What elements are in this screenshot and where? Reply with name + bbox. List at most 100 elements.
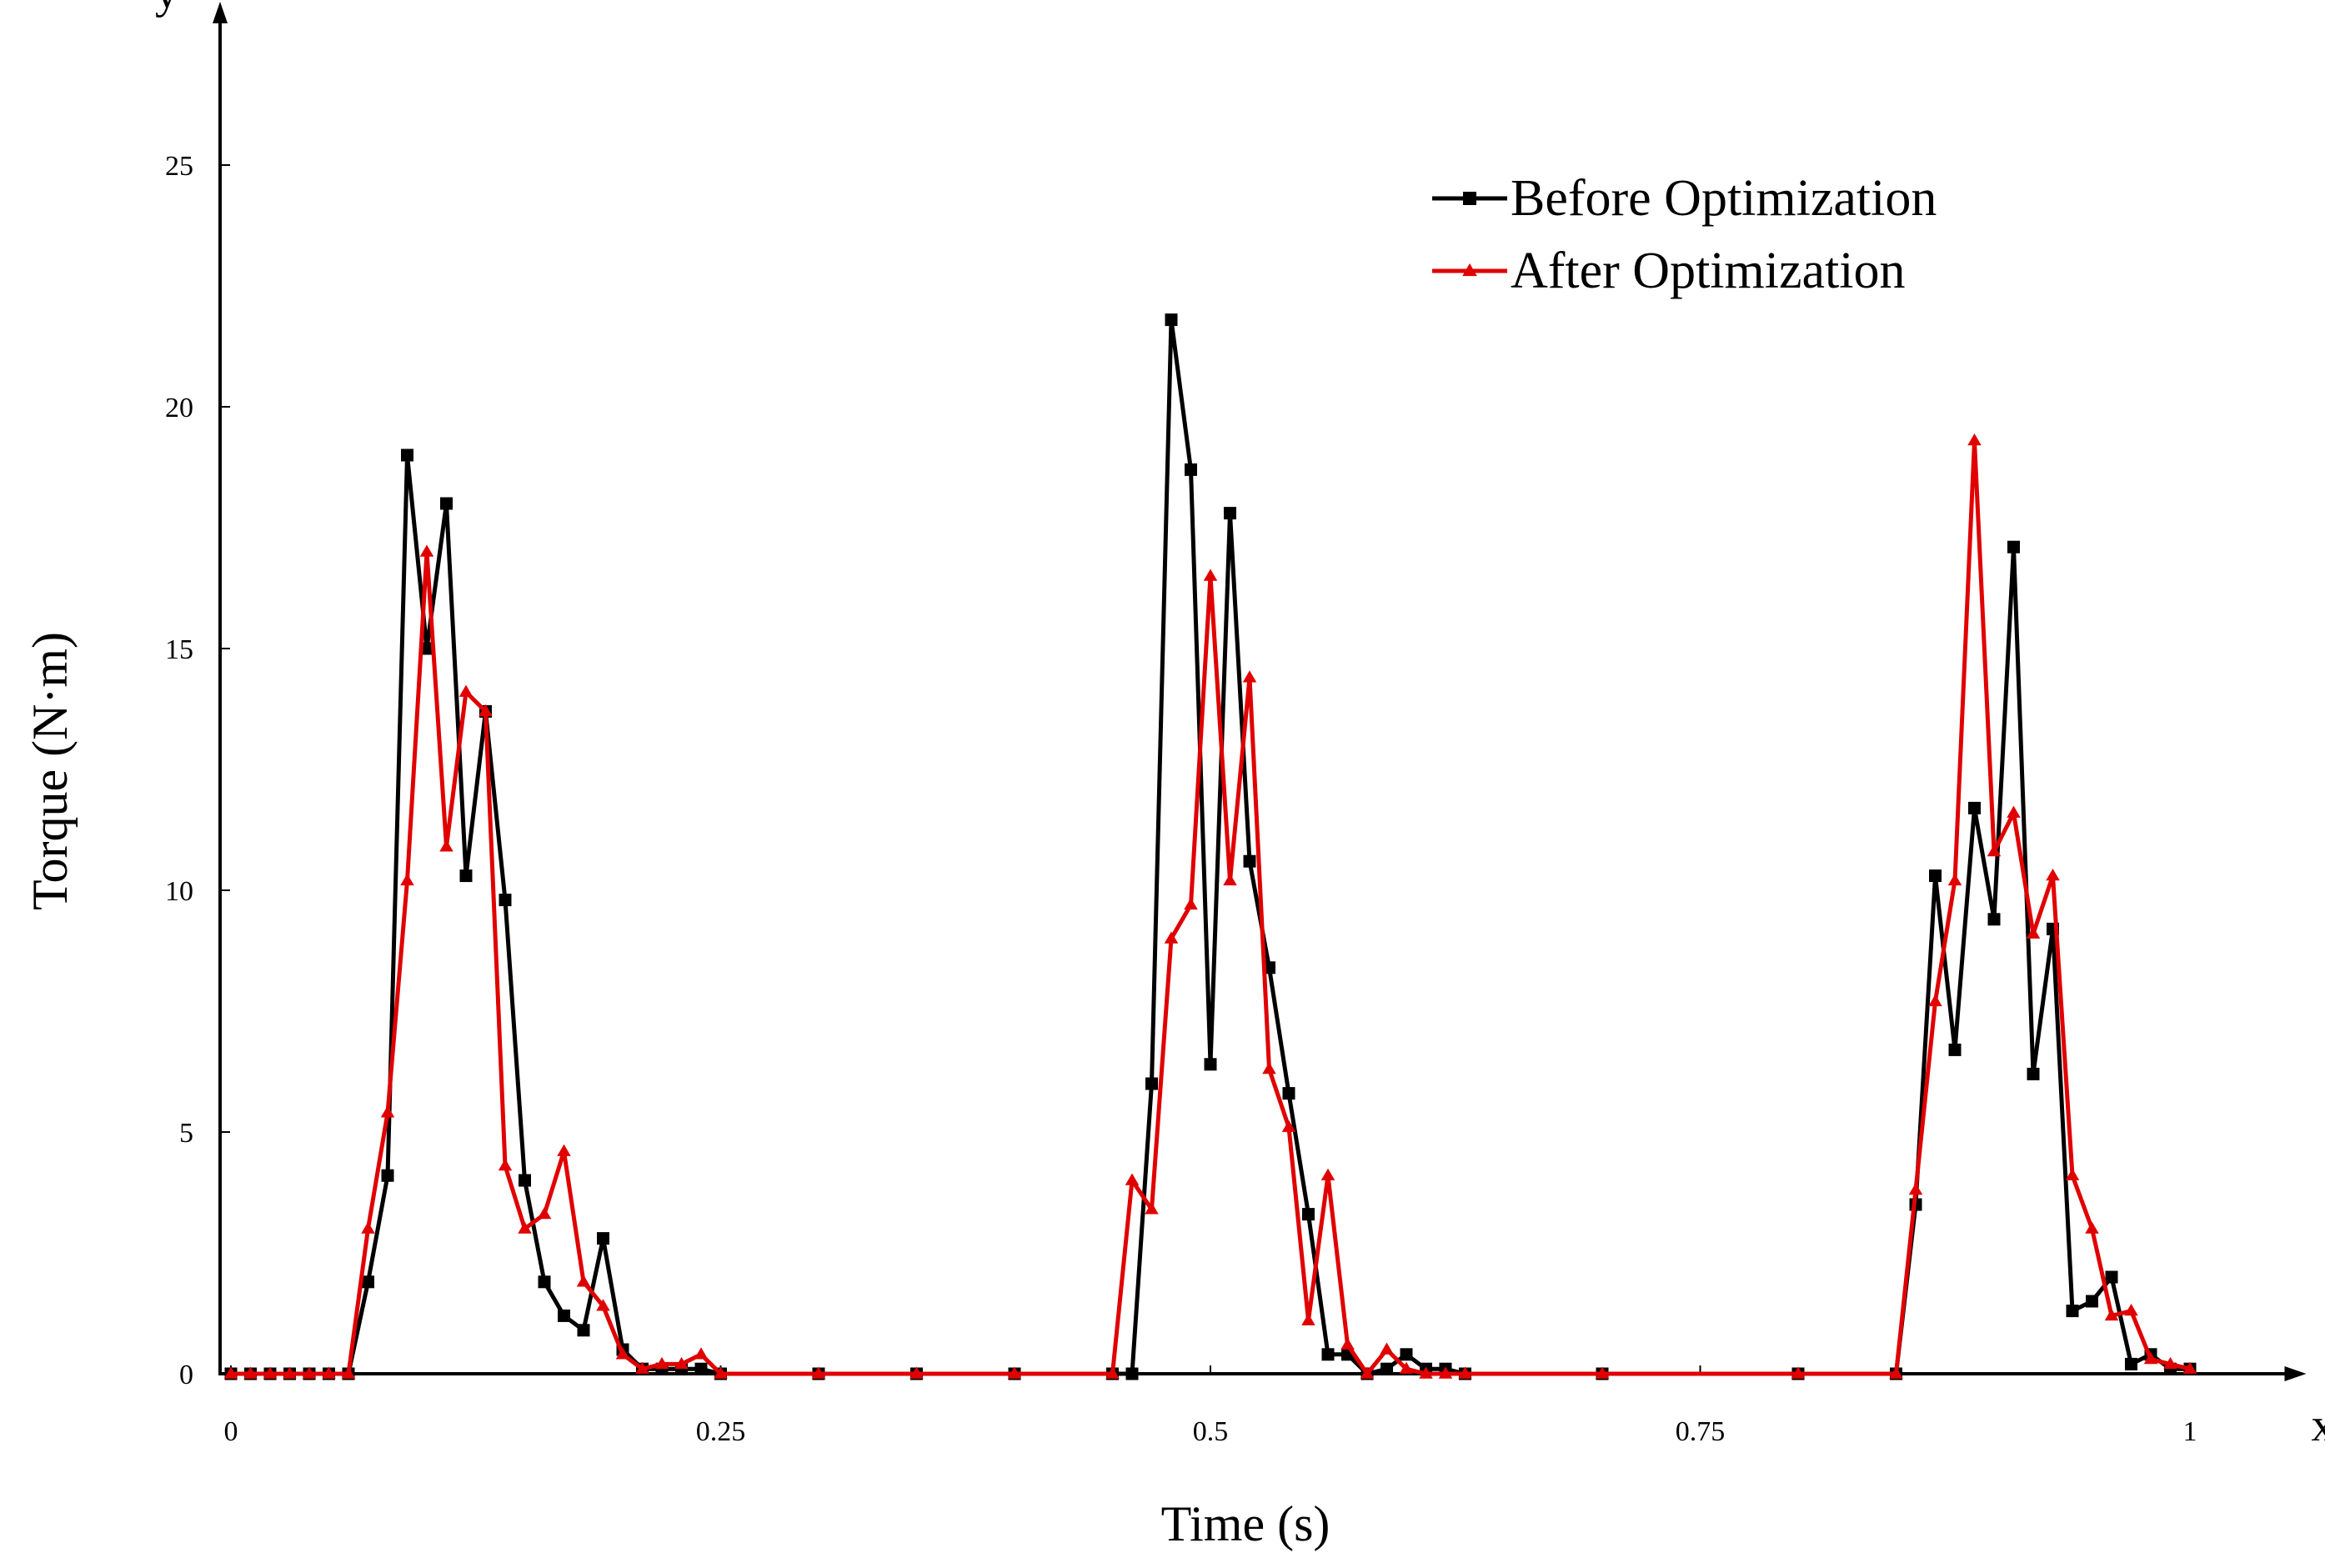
x-axis-letter: x — [2312, 1400, 2325, 1451]
data-point — [1947, 873, 1962, 886]
data-point — [1224, 507, 1236, 520]
data-point — [597, 1232, 609, 1245]
legend-item-before-optimization: Before Optimization — [1432, 170, 1937, 227]
data-point — [635, 1361, 649, 1374]
data-point — [576, 1275, 591, 1287]
data-point — [498, 1159, 513, 1171]
data-point — [1242, 670, 1257, 683]
data-point — [440, 497, 453, 510]
y-ticks: 0 5 10 15 20 25 — [165, 151, 230, 1390]
data-point — [1987, 844, 2002, 857]
y-tick-label: 10 — [165, 876, 193, 907]
data-point — [2105, 1270, 2118, 1284]
data-point — [1929, 869, 1942, 883]
data-point — [2027, 1067, 2040, 1080]
data-point — [1164, 931, 1179, 944]
data-point — [558, 1309, 570, 1322]
data-point — [381, 1169, 394, 1182]
data-point — [714, 1366, 728, 1379]
data-point — [2143, 1352, 2158, 1365]
data-point — [557, 1144, 571, 1156]
y-tick-label: 25 — [165, 151, 193, 182]
legend-item-after-optimization: After Optimization — [1432, 243, 1905, 299]
data-point — [518, 1221, 532, 1234]
data-point — [1184, 897, 1198, 910]
y-axis-title: Torque (N·m) — [23, 632, 78, 910]
data-point — [479, 704, 493, 717]
legend-label-after: After Optimization — [1511, 243, 1905, 299]
data-point — [2125, 1357, 2137, 1370]
data-point — [341, 1366, 356, 1379]
data-point — [419, 544, 434, 557]
x-axis-title: Time (s) — [1161, 1496, 1330, 1551]
data-point — [243, 1366, 258, 1379]
data-point — [263, 1366, 278, 1379]
data-point — [1302, 1208, 1315, 1221]
data-point — [1281, 1120, 1296, 1132]
legend-marker-after — [1462, 263, 1477, 277]
data-point — [283, 1366, 297, 1379]
y-axis-arrow — [213, 2, 228, 23]
data-point — [1243, 854, 1256, 868]
data-point — [401, 448, 413, 462]
data-point — [909, 1366, 924, 1379]
data-point — [2066, 1305, 2079, 1318]
data-point — [2065, 1168, 2080, 1180]
data-point — [2046, 869, 2060, 881]
data-point — [400, 873, 414, 886]
data-point — [2026, 926, 2041, 939]
data-point — [694, 1362, 708, 1375]
y-tick-label: 15 — [165, 634, 193, 665]
data-point — [2182, 1361, 2197, 1374]
data-point — [2007, 805, 2021, 818]
y-tick-label: 20 — [165, 393, 193, 423]
data-point — [1282, 1087, 1295, 1100]
legend-marker-shape — [1462, 263, 1477, 277]
axes: x y — [155, 0, 2325, 1451]
data-point — [1400, 1348, 1413, 1361]
data-point — [1908, 1183, 1923, 1195]
data-point — [674, 1356, 689, 1370]
y-tick-label: 0 — [179, 1360, 193, 1390]
data-point — [1204, 1058, 1217, 1071]
data-point — [1203, 569, 1218, 581]
data-point — [577, 1324, 590, 1337]
series-after-optimization — [223, 433, 2197, 1379]
data-point — [1380, 1362, 1393, 1375]
data-point — [420, 642, 433, 655]
data-point — [2104, 1308, 2119, 1321]
data-point — [596, 1299, 610, 1311]
data-point — [1165, 313, 1178, 327]
data-point — [362, 1275, 374, 1289]
data-point — [654, 1356, 669, 1370]
data-point — [1595, 1366, 1610, 1379]
x-tick-label: 0.5 — [1193, 1416, 1229, 1447]
legend: Before Optimization After Optimization — [1432, 170, 1937, 299]
x-tick-label: 1 — [2183, 1416, 2197, 1447]
series-line — [231, 318, 2190, 1376]
data-point — [380, 1105, 395, 1118]
data-point — [1262, 1062, 1276, 1075]
data-point — [1360, 1366, 1375, 1379]
series-line — [231, 438, 2191, 1376]
y-axis-letter: y — [155, 0, 178, 18]
series-layer — [223, 313, 2197, 1380]
data-point — [459, 869, 473, 883]
data-point — [1145, 1202, 1159, 1215]
data-point — [361, 1221, 375, 1234]
data-point — [1458, 1366, 1472, 1379]
data-point — [1968, 801, 1981, 814]
data-point — [1791, 1366, 1806, 1379]
x-tick-label: 0.75 — [1676, 1416, 1726, 1447]
data-point — [694, 1347, 709, 1360]
data-point — [1948, 1043, 1962, 1056]
x-axis-arrow — [2284, 1366, 2307, 1381]
data-point — [223, 1366, 238, 1379]
data-point — [1340, 1337, 1355, 1350]
legend-label-before: Before Optimization — [1511, 170, 1937, 227]
data-point — [1399, 1361, 1414, 1374]
data-point — [1889, 1366, 1903, 1379]
data-point — [1380, 1342, 1394, 1355]
data-point — [2086, 1295, 2098, 1308]
